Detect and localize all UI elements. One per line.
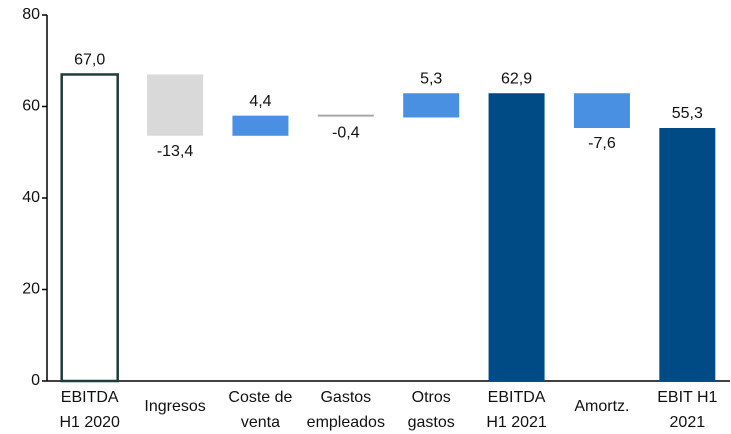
y-tick-label: 20 <box>22 281 40 298</box>
x-tick-label: H1 2020 <box>59 414 120 431</box>
bar <box>659 128 716 381</box>
x-tick-label: venta <box>241 414 280 431</box>
bar <box>403 93 460 118</box>
value-label: -13,4 <box>157 143 194 160</box>
bar <box>60 73 119 383</box>
value-label: 5,3 <box>420 70 442 87</box>
x-tick-label: Otros <box>412 389 451 406</box>
bar <box>147 74 204 136</box>
y-tick-label: 80 <box>22 6 40 23</box>
y-tick-label: 60 <box>22 98 40 115</box>
x-tick-label: gastos <box>408 414 455 431</box>
x-tick-label: Ingresos <box>144 398 205 415</box>
x-tick-label: EBITDA <box>61 389 119 406</box>
value-label: 67,0 <box>74 52 105 69</box>
bar <box>488 93 545 382</box>
value-label: 55,3 <box>672 105 703 122</box>
x-tick-label: Gastos <box>320 389 371 406</box>
value-label: 62,9 <box>501 70 532 87</box>
value-label: -7,6 <box>588 135 616 152</box>
x-tick-label: H1 2021 <box>486 414 547 431</box>
value-label: -0,4 <box>332 125 360 142</box>
x-tick-label: Amortz. <box>574 398 629 415</box>
value-label: 4,4 <box>249 93 271 110</box>
x-tick-label: 2021 <box>670 414 706 431</box>
x-tick-label: Coste de <box>228 389 292 406</box>
y-tick-label: 40 <box>22 189 40 206</box>
bar <box>232 115 289 136</box>
y-tick-label: 0 <box>31 372 40 389</box>
bar <box>573 93 630 129</box>
x-tick-label: empleados <box>307 414 385 431</box>
x-tick-label: EBITDA <box>488 389 546 406</box>
x-tick-label: EBIT H1 <box>657 389 717 406</box>
